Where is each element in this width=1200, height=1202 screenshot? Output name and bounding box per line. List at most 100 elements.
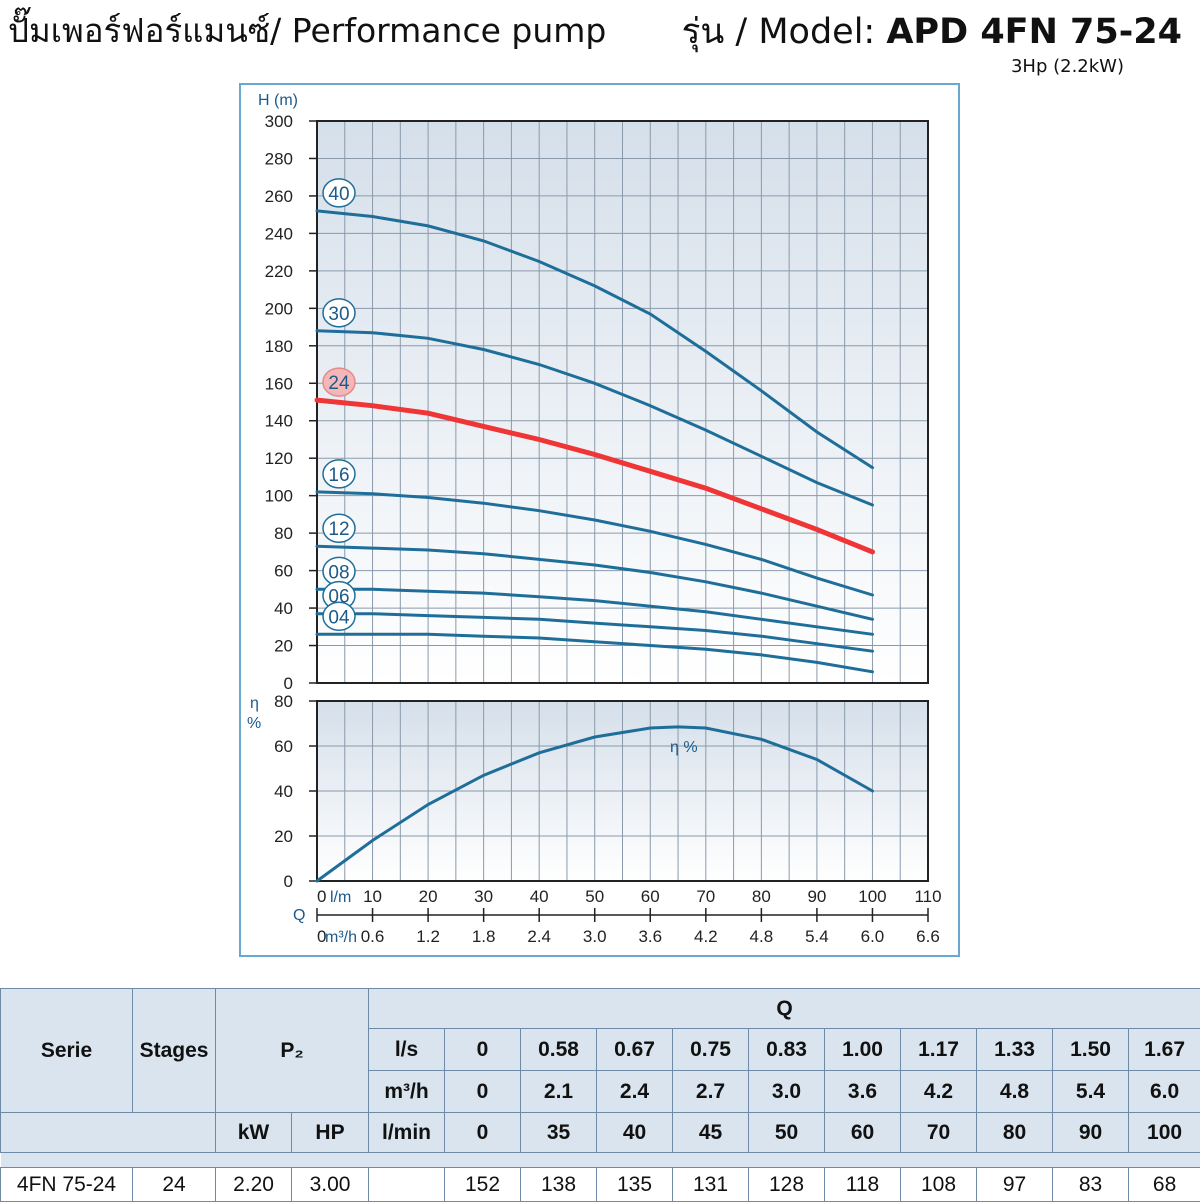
- lmin-value-cell: 35: [521, 1113, 597, 1153]
- ls-value-cell: 1.67: [1129, 1029, 1200, 1071]
- row-unit-blank: [369, 1168, 445, 1202]
- y-tick-label: 200: [265, 299, 293, 318]
- eff-axis-unit: %: [247, 715, 261, 732]
- col-hp: HP: [292, 1113, 369, 1153]
- y-axis-title: H (m): [258, 92, 298, 109]
- stage-badge-label: 40: [328, 184, 349, 205]
- col-kw: kW: [216, 1113, 292, 1153]
- unit-lmin: l/min: [369, 1113, 445, 1153]
- y-tick-label: 20: [274, 637, 293, 656]
- col-q: Q: [369, 989, 1200, 1029]
- x-tick-lmin-label: 80: [752, 887, 771, 906]
- x-tick-m3h-label: 4.8: [750, 927, 774, 946]
- m3h-value-cell: 5.4: [1053, 1071, 1129, 1113]
- lmin-value-cell: 40: [597, 1113, 673, 1153]
- y-tick-label: 80: [274, 692, 293, 711]
- y-tick-label: 280: [265, 149, 293, 168]
- y-tick-label: 300: [265, 112, 293, 131]
- efficiency-curve-label: η %: [670, 739, 698, 756]
- ls-value-cell: 1.50: [1053, 1029, 1129, 1071]
- y-tick-label: 180: [265, 337, 293, 356]
- head-value-cell: 152: [445, 1168, 521, 1202]
- x-tick-lmin-label: 90: [807, 887, 826, 906]
- head-value-cell: 68: [1129, 1168, 1200, 1202]
- m3h-value-cell: 4.8: [977, 1071, 1053, 1113]
- m3h-value-cell: 3.0: [749, 1071, 825, 1113]
- x-tick-m3h-label: 3.0: [583, 927, 607, 946]
- x-tick-m3h-label: 1.2: [416, 927, 440, 946]
- ls-value-cell: 1.17: [901, 1029, 977, 1071]
- col-serie: Serie: [1, 989, 133, 1113]
- x-tick-m3h-label: 5.4: [805, 927, 829, 946]
- lmin-value-cell: 0: [445, 1113, 521, 1153]
- y-tick-label: 60: [274, 562, 293, 581]
- x-tick-lmin-label: 20: [419, 887, 438, 906]
- head-value-cell: 128: [749, 1168, 825, 1202]
- y-tick-label: 140: [265, 412, 293, 431]
- x-tick-lmin-label: 110: [914, 887, 941, 906]
- x-tick-lmin-label: 40: [530, 887, 549, 906]
- x-tick-lmin-label: 70: [696, 887, 715, 906]
- y-tick-label: 40: [274, 782, 293, 801]
- unit-ls: l/s: [369, 1029, 445, 1071]
- ls-value-cell: 0.58: [521, 1029, 597, 1071]
- col-p2: P₂: [216, 989, 369, 1113]
- y-tick-label: 220: [265, 262, 293, 281]
- y-tick-label: 0: [284, 674, 293, 693]
- y-tick-label: 20: [274, 827, 293, 846]
- stage-badge-label: 24: [328, 373, 350, 394]
- row-hp: 3.00: [292, 1168, 369, 1202]
- blank-cell: [1, 1113, 216, 1153]
- performance-chart: 0204060801001201401601802002202402602803…: [0, 0, 1200, 985]
- y-tick-label: 80: [274, 524, 293, 543]
- y-tick-label: 0: [284, 872, 293, 891]
- m3h-value-cell: 2.4: [597, 1071, 673, 1113]
- head-value-cell: 131: [673, 1168, 749, 1202]
- x-unit-lmin: l/m: [330, 889, 351, 906]
- head-value-cell: 138: [521, 1168, 597, 1202]
- x-tick-lmin-label: 60: [641, 887, 660, 906]
- m3h-value-cell: 4.2: [901, 1071, 977, 1113]
- y-tick-label: 240: [265, 224, 293, 243]
- x-tick-m3h-label: 6.6: [916, 927, 940, 946]
- stage-badge-label: 30: [328, 304, 349, 325]
- head-value-cell: 135: [597, 1168, 673, 1202]
- x-unit-m3h: m³/h: [325, 929, 357, 946]
- ls-value-cell: 1.33: [977, 1029, 1053, 1071]
- lmin-value-cell: 90: [1053, 1113, 1129, 1153]
- head-value-cell: 83: [1053, 1168, 1129, 1202]
- stage-badge-label: 08: [328, 562, 349, 583]
- lmin-value-cell: 50: [749, 1113, 825, 1153]
- row-stages: 24: [133, 1168, 216, 1202]
- head-value-cell: 108: [901, 1168, 977, 1202]
- lmin-value-cell: 60: [825, 1113, 901, 1153]
- lmin-value-cell: 45: [673, 1113, 749, 1153]
- m3h-value-cell: 6.0: [1129, 1071, 1200, 1113]
- x-tick-lmin-label: 10: [363, 887, 382, 906]
- ls-value-cell: 1.00: [825, 1029, 901, 1071]
- stage-badge-label: 04: [328, 607, 350, 628]
- m3h-value-cell: 2.7: [673, 1071, 749, 1113]
- y-tick-label: 260: [265, 187, 293, 206]
- x-tick-m3h-label: 6.0: [861, 927, 885, 946]
- lmin-value-cell: 80: [977, 1113, 1053, 1153]
- head-value-cell: 118: [825, 1168, 901, 1202]
- x-tick-lmin-label: 100: [858, 887, 886, 906]
- table-gap: [1, 1153, 1200, 1168]
- x-tick-m3h-label: 2.4: [527, 927, 551, 946]
- unit-m3h: m³/h: [369, 1071, 445, 1113]
- m3h-value-cell: 3.6: [825, 1071, 901, 1113]
- ls-value-cell: 0.75: [673, 1029, 749, 1071]
- x-tick-lmin-label: 0: [317, 887, 326, 906]
- ls-value-cell: 0.67: [597, 1029, 673, 1071]
- y-tick-label: 160: [265, 374, 293, 393]
- y-tick-label: 100: [265, 487, 293, 506]
- x-tick-lmin-label: 30: [474, 887, 493, 906]
- x-tick-m3h-label: 3.6: [638, 927, 662, 946]
- x-tick-lmin-label: 50: [585, 887, 604, 906]
- x-tick-m3h-label: 0.6: [361, 927, 385, 946]
- x-tick-m3h-label: 1.8: [472, 927, 496, 946]
- y-tick-label: 40: [274, 599, 293, 618]
- lmin-value-cell: 100: [1129, 1113, 1200, 1153]
- stage-badge-label: 12: [328, 519, 349, 540]
